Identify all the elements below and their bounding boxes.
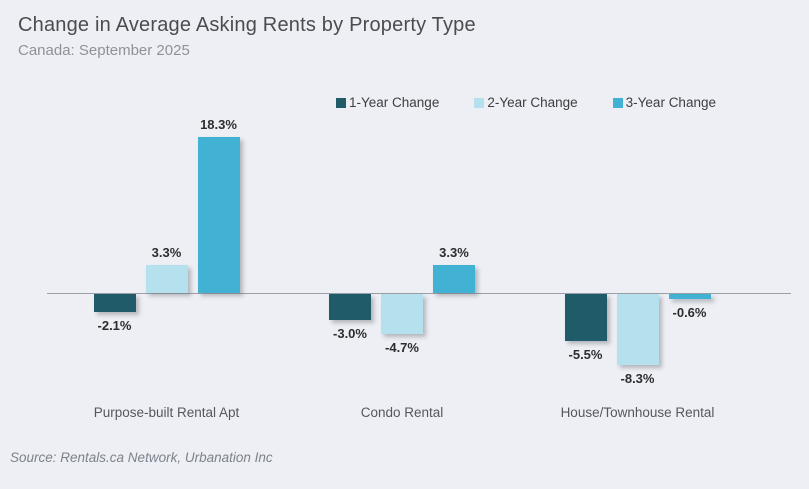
chart-title: Change in Average Asking Rents by Proper…	[18, 14, 476, 36]
legend-label: 3-Year Change	[625, 95, 716, 110]
legend-swatch-icon	[336, 97, 346, 108]
legend-swatch-icon	[612, 97, 623, 108]
bar-value-label: -3.0%	[333, 325, 367, 341]
bar-1-year-change	[93, 294, 136, 312]
bar-1-year-change	[329, 294, 371, 320]
bar-value-label: 18.3%	[200, 117, 237, 133]
bar-2-year-change	[616, 294, 659, 365]
bar-value-label: -0.6%	[672, 305, 707, 321]
bar-2-year-change	[381, 294, 423, 334]
bar-value-label: 3.3%	[439, 244, 469, 260]
legend-item-2-year-change: 2-Year Change	[474, 95, 578, 110]
category-label-house-townhouse-rental: House/Townhouse Rental	[560, 405, 715, 420]
legend-swatch-icon	[474, 97, 485, 108]
category-label-condo-rental: Condo Rental	[360, 405, 444, 420]
bar-value-label: -5.5%	[568, 346, 603, 362]
bar-value-label: -2.1%	[97, 317, 132, 333]
bar-3-year-change	[433, 264, 475, 293]
zero-axis-line	[47, 293, 791, 294]
bar-value-label: 3.3%	[151, 244, 182, 260]
chart-subtitle: Canada: September 2025	[18, 42, 190, 59]
category-label-purpose-built-rental-apt: Purpose-built Rental Apt	[93, 405, 240, 420]
legend-item-3-year-change: 3-Year Change	[612, 95, 716, 110]
source-note: Source: Rentals.ca Network, Urbanation I…	[10, 450, 273, 465]
bar-1-year-change	[564, 294, 607, 341]
bar-3-year-change	[197, 137, 240, 293]
legend-label: 2-Year Change	[487, 95, 578, 110]
legend: 1-Year Change 2-Year Change 3-Year Change	[336, 95, 716, 110]
bar-2-year-change	[145, 264, 188, 293]
legend-label: 1-Year Change	[349, 95, 440, 110]
legend-item-1-year-change: 1-Year Change	[336, 95, 439, 110]
bar-3-year-change	[668, 294, 711, 300]
bar-value-label: -4.7%	[385, 339, 419, 355]
bar-value-label: -8.3%	[620, 370, 655, 386]
